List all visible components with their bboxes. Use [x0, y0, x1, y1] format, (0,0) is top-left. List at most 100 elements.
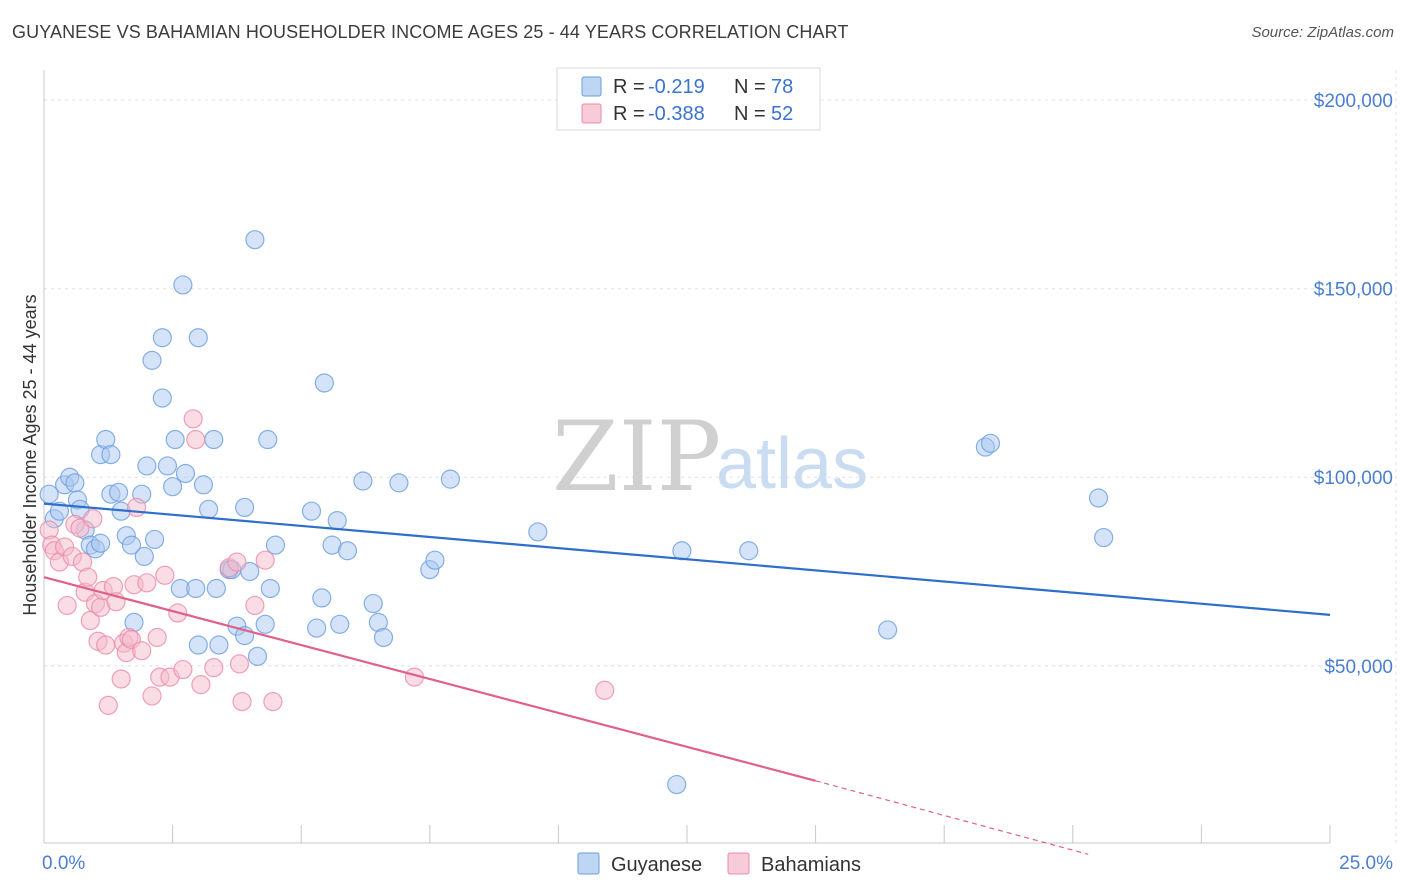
bahamian-point — [186, 429, 206, 450]
grid-lines — [44, 70, 1397, 843]
guyanese-point — [307, 618, 327, 638]
guyanese-point — [247, 646, 268, 666]
legend-n-label: N = — [734, 76, 766, 98]
guyanese-point — [265, 535, 286, 555]
guyanese-point — [186, 578, 206, 599]
guyanese-point — [878, 620, 898, 640]
bahamian-point — [111, 669, 131, 689]
guyanese-point — [245, 230, 265, 250]
guyanese-point — [137, 456, 157, 476]
guyanese-point — [667, 774, 687, 795]
guyanese-point — [39, 484, 59, 504]
bahamian-point — [204, 658, 224, 678]
guyanese-point — [142, 350, 162, 370]
guyanese-point — [314, 373, 334, 393]
legend-r-value: -0.388 — [648, 103, 705, 125]
guyanese-point — [739, 541, 759, 561]
legend-r-value: -0.219 — [648, 76, 705, 98]
bahamian-point — [142, 686, 162, 706]
series-legend-label-bahamians: Bahamians — [761, 854, 861, 876]
bahamian-point — [83, 509, 103, 529]
guyanese-point — [199, 499, 219, 519]
guyanese-point — [188, 328, 208, 348]
legend-r-label: R = — [613, 103, 645, 125]
y-tick-label: $150,000 — [1314, 280, 1393, 301]
watermark: ZIP atlas — [552, 401, 868, 513]
guyanese-point — [175, 463, 196, 484]
series-legend-swatch-guyanese — [577, 852, 600, 875]
guyanese-point — [163, 477, 183, 497]
legend-n-value: 78 — [771, 76, 793, 98]
bahamian-trend-line — [43, 576, 816, 782]
guyanese-point — [528, 522, 548, 542]
guyanese-point — [157, 456, 178, 476]
bahamian-trend-extension — [815, 780, 1089, 855]
x-tick-label: 0.0% — [42, 853, 85, 874]
legend-swatch-guyanese — [581, 76, 602, 97]
bahamian-point — [155, 565, 175, 585]
guyanese-point — [173, 275, 193, 295]
x-tick-labels: 0.0% 25.0% — [42, 853, 1393, 874]
bahamian-point — [263, 691, 283, 712]
bahamian-point — [232, 691, 252, 712]
data-points — [39, 230, 1114, 795]
y-tick-label: $50,000 — [1324, 657, 1393, 678]
guyanese-point — [152, 388, 172, 408]
legend-n-label: N = — [734, 103, 766, 125]
bahamian-point — [229, 654, 250, 674]
y-tick-label: $100,000 — [1314, 468, 1393, 489]
guyanese-point — [327, 511, 347, 531]
guyanese-point — [255, 614, 275, 634]
guyanese-point — [49, 501, 70, 521]
y-tick-labels: $50,000 $100,000 $150,000 $200,000 — [1314, 91, 1393, 678]
bahamian-point — [147, 627, 167, 648]
guyanese-point — [1094, 527, 1114, 548]
bahamian-point — [173, 659, 193, 680]
chart-title: GUYANESE VS BAHAMIAN HOUSEHOLDER INCOME … — [12, 22, 849, 42]
guyanese-point — [258, 429, 278, 450]
guyanese-point — [389, 473, 409, 493]
guyanese-point — [301, 501, 322, 521]
watermark-zip: ZIP — [552, 401, 721, 513]
guyanese-point — [206, 578, 226, 599]
bahamian-point — [227, 552, 247, 572]
guyanese-point — [330, 614, 350, 634]
bahamian-point — [98, 695, 118, 715]
bahamian-point — [191, 675, 211, 695]
bahamian-point — [595, 680, 615, 700]
series-legend-swatch-bahamians — [727, 852, 750, 875]
guyanese-point — [204, 429, 224, 450]
series-legend: Guyanese Bahamians — [577, 852, 861, 876]
guyanese-point — [353, 471, 373, 491]
guyanese-point — [260, 578, 280, 599]
guyanese-point — [235, 497, 255, 518]
guyanese-point — [1088, 488, 1109, 508]
guyanese-point — [121, 535, 142, 555]
guyanese-point — [134, 546, 154, 567]
y-axis-title: Householder Income Ages 25 - 44 years — [20, 294, 40, 615]
guyanese-point — [108, 482, 129, 502]
bahamian-point — [78, 567, 98, 587]
guyanese-point — [193, 475, 214, 495]
bahamian-point — [132, 641, 152, 661]
bahamian-point — [70, 518, 90, 538]
guyanese-point — [312, 588, 332, 608]
guyanese-point — [90, 533, 111, 553]
x-tick-label: 25.0% — [1339, 853, 1393, 874]
legend-swatch-bahamians — [581, 103, 602, 124]
bahamian-point — [137, 573, 157, 593]
guyanese-point — [425, 550, 445, 570]
guyanese-point — [672, 541, 692, 561]
series-legend-label-guyanese: Guyanese — [611, 854, 702, 876]
trend-lines — [43, 502, 1331, 855]
legend-r-label: R = — [613, 76, 645, 98]
guyanese-point — [240, 561, 260, 582]
guyanese-point — [440, 469, 460, 489]
guyanese-point — [165, 429, 185, 450]
stats-legend: R = -0.219 N = 78 R = -0.388 N = 52 — [556, 67, 821, 131]
guyanese-point — [152, 328, 172, 348]
bahamian-point — [57, 595, 77, 616]
guyanese-point — [101, 445, 121, 465]
y-tick-label: $200,000 — [1314, 91, 1393, 112]
